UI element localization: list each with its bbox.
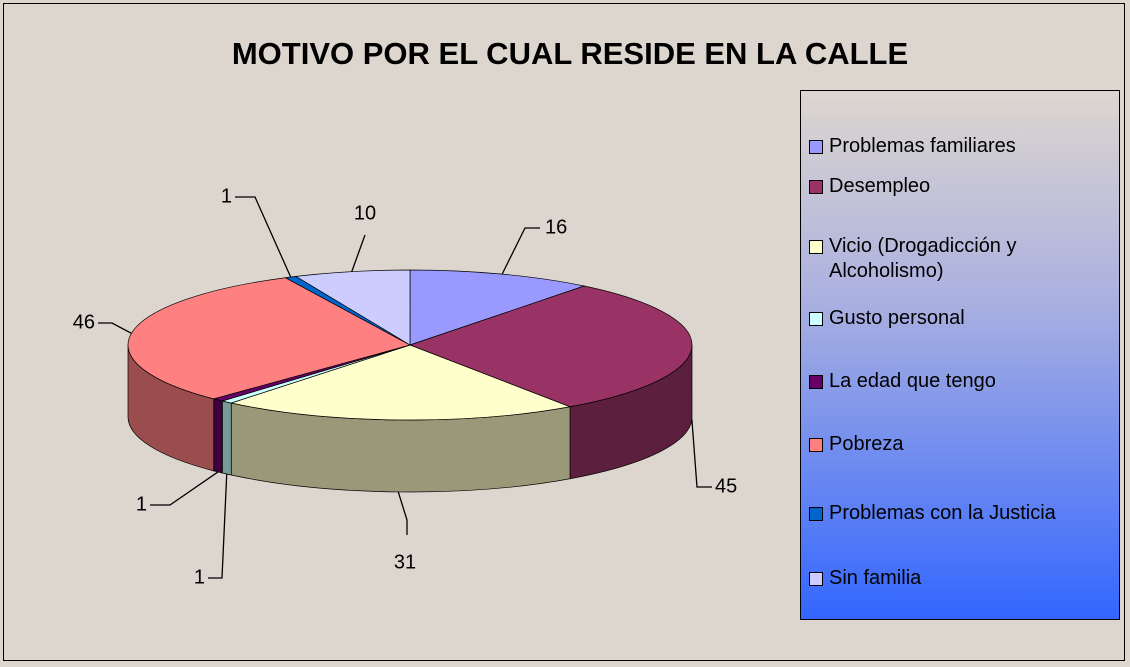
chart-title: MOTIVO POR EL CUAL RESIDE EN LA CALLE	[232, 36, 908, 71]
data-label: 1	[221, 185, 232, 207]
legend-item: Pobreza	[809, 432, 1109, 457]
data-label: 1	[136, 493, 147, 515]
labels: 16 45 31 1 1 46 1 10	[73, 185, 738, 588]
leader-line	[208, 473, 228, 579]
legend-label: Gusto personal	[829, 307, 965, 329]
data-label: 31	[394, 551, 416, 573]
legend-label: Vicio (Drogadicción y Alcoholismo)	[829, 235, 1017, 282]
legend-item: Problemas familiares	[809, 134, 1109, 159]
slice	[408, 285, 693, 408]
leader-line	[98, 322, 132, 334]
leader-line	[235, 196, 292, 278]
slice-side	[221, 400, 232, 476]
legend-swatch	[809, 572, 823, 586]
legend-swatch	[809, 240, 823, 254]
leader-line	[501, 227, 540, 275]
pie-sides	[127, 344, 693, 493]
slice	[294, 269, 411, 346]
pie-top	[127, 269, 693, 421]
legend-item: Desempleo	[809, 174, 1109, 199]
legend-swatch	[809, 375, 823, 389]
legend-item: La edad que tengo	[809, 369, 1109, 394]
slice	[409, 269, 586, 346]
legend-label: Sin familia	[829, 567, 922, 589]
leader-line	[351, 234, 366, 272]
data-label: 10	[354, 202, 376, 224]
slice-side	[213, 398, 223, 474]
legend-swatch	[809, 180, 823, 194]
legend-label: La edad que tengo	[829, 370, 996, 392]
legend-item: Sin familia	[809, 566, 1109, 591]
legend-swatch	[809, 312, 823, 326]
chart-border	[3, 3, 1125, 661]
legend-swatch	[809, 438, 823, 452]
legend-swatch	[809, 507, 823, 521]
legend-label: Problemas familiares	[829, 135, 1016, 157]
slice	[127, 277, 411, 400]
legend-item: Vicio (Drogadicción y Alcoholismo)	[809, 234, 1109, 284]
slice	[229, 344, 572, 421]
leader-line	[691, 419, 712, 488]
legend-item: Gusto personal	[809, 306, 1109, 331]
leader-line	[150, 471, 219, 506]
data-label: 45	[715, 475, 737, 497]
legend-label: Problemas con la Justicia	[829, 502, 1056, 524]
leader-line	[397, 491, 408, 535]
legend: Problemas familiares Desempleo Vicio (Drog…	[800, 90, 1120, 620]
data-label: 16	[545, 216, 567, 238]
legend-label: Desempleo	[829, 175, 931, 197]
data-label: 1	[194, 566, 205, 588]
legend-item: Problemas con la Justicia	[809, 501, 1109, 526]
data-label: 46	[73, 311, 95, 333]
legend-label: Pobreza	[829, 433, 904, 455]
legend-swatch	[809, 140, 823, 154]
